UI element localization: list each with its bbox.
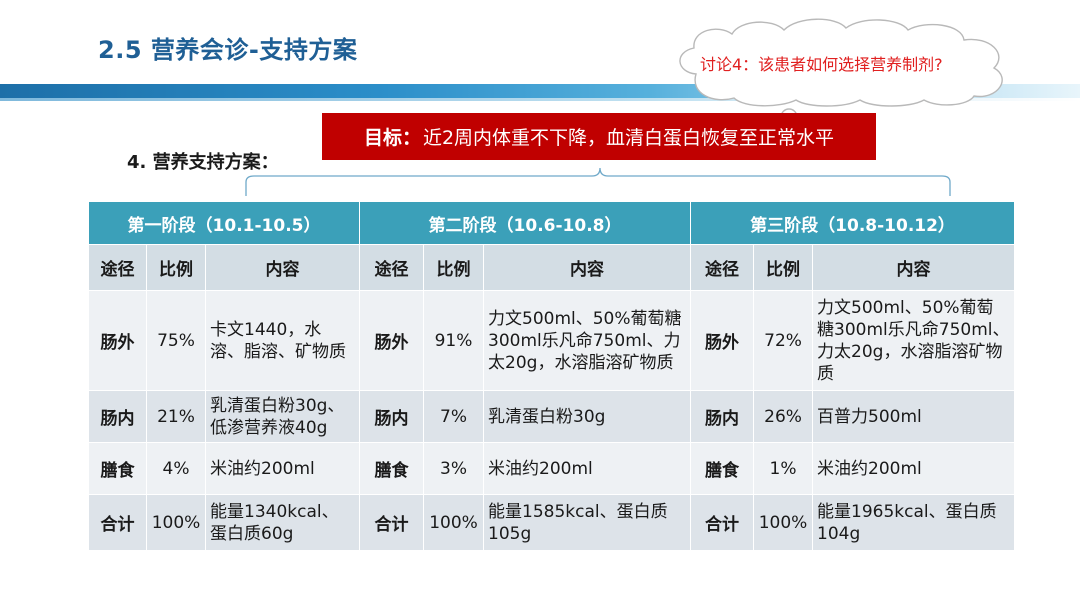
ratio-cell: 100% xyxy=(753,494,814,551)
goal-label: 目标： xyxy=(363,127,421,149)
content-cell: 米油约200ml xyxy=(812,442,1016,495)
col-ratio: 比例 xyxy=(423,244,485,291)
ratio-cell: 1% xyxy=(753,442,814,495)
content-cell: 卡文1440，水溶、脂溶、矿物质 xyxy=(204,290,361,391)
route-cell: 合计 xyxy=(88,494,147,551)
ratio-cell: 91% xyxy=(423,290,485,391)
content-cell: 百普力500ml xyxy=(812,390,1016,443)
content-cell: 能量1340kcal、蛋白质60g xyxy=(204,494,361,551)
section-label: 4. 营养支持方案： xyxy=(127,152,279,173)
route-cell: 膳食 xyxy=(88,442,147,495)
route-cell: 肠内 xyxy=(88,390,147,443)
phase-1-header: 第一阶段（10.1-10.5） xyxy=(87,201,361,245)
route-cell: 肠内 xyxy=(359,390,425,443)
ratio-cell: 7% xyxy=(423,390,485,443)
col-content: 内容 xyxy=(483,244,692,291)
content-cell: 米油约200ml xyxy=(483,442,692,495)
phase-3-header: 第三阶段（10.8-10.12） xyxy=(690,201,1016,245)
route-cell: 合计 xyxy=(690,494,755,551)
discussion-question: 讨论4：该患者如何选择营养制剂? xyxy=(700,55,943,74)
content-cell: 乳清蛋白粉30g xyxy=(483,390,692,443)
ratio-cell: 3% xyxy=(423,442,485,495)
content-cell: 米油约200ml xyxy=(204,442,361,495)
table-row: 膳食 4% 米油约200ml 膳食 3% 米油约200ml 膳食 1% 米油约2… xyxy=(88,442,1016,495)
table-row: 肠内 21% 乳清蛋白粉30g、低渗营养液40g 肠内 7% 乳清蛋白粉30g … xyxy=(88,390,1016,443)
route-cell: 肠外 xyxy=(359,290,425,391)
col-content: 内容 xyxy=(204,244,361,291)
content-cell: 乳清蛋白粉30g、低渗营养液40g xyxy=(204,390,361,443)
route-cell: 膳食 xyxy=(690,442,755,495)
route-cell: 肠内 xyxy=(690,390,755,443)
col-route: 途径 xyxy=(88,244,147,291)
content-cell: 能量1965kcal、蛋白质104g xyxy=(812,494,1016,551)
table-row: 合计 100% 能量1340kcal、蛋白质60g 合计 100% 能量1585… xyxy=(88,494,1016,551)
phase-2-header: 第二阶段（10.6-10.8） xyxy=(359,201,692,245)
ratio-cell: 72% xyxy=(753,290,814,391)
content-cell: 力文500ml、50%葡萄糖300ml乐凡命750ml、力太20g，水溶脂溶矿物… xyxy=(812,290,1016,391)
route-cell: 肠外 xyxy=(690,290,755,391)
column-header-row: 途径 比例 内容 途径 比例 内容 途径 比例 内容 xyxy=(88,244,1016,291)
route-cell: 肠外 xyxy=(88,290,147,391)
goal-banner: 目标： 近2周内体重不下降，血清白蛋白恢复至正常水平 xyxy=(322,113,876,160)
ratio-cell: 21% xyxy=(146,390,206,443)
table-row: 肠外 75% 卡文1440，水溶、脂溶、矿物质 肠外 91% 力文500ml、5… xyxy=(88,290,1016,391)
col-route: 途径 xyxy=(690,244,755,291)
phase-header-row: 第一阶段（10.1-10.5） 第二阶段（10.6-10.8） 第三阶段（10.… xyxy=(87,201,1016,245)
goal-text: 近2周内体重不下降，血清白蛋白恢复至正常水平 xyxy=(422,127,835,149)
cloud-shape xyxy=(679,18,1003,107)
content-cell: 能量1585kcal、蛋白质105g xyxy=(483,494,692,551)
slide-title: 2.5 营养会诊-支持方案 xyxy=(98,36,358,64)
nutrition-plan-table: 第一阶段（10.1-10.5） 第二阶段（10.6-10.8） 第三阶段（10.… xyxy=(87,201,1016,551)
content-cell: 力文500ml、50%葡萄糖300ml乐凡命750ml、力太20g，水溶脂溶矿物… xyxy=(483,290,692,391)
col-route: 途径 xyxy=(359,244,425,291)
header-band-line xyxy=(0,98,1080,101)
ratio-cell: 75% xyxy=(146,290,206,391)
ratio-cell: 100% xyxy=(146,494,206,551)
route-cell: 膳食 xyxy=(359,442,425,495)
ratio-cell: 26% xyxy=(753,390,814,443)
col-ratio: 比例 xyxy=(753,244,814,291)
col-content: 内容 xyxy=(812,244,1016,291)
goal-brace xyxy=(245,167,951,196)
ratio-cell: 100% xyxy=(423,494,485,551)
ratio-cell: 4% xyxy=(146,442,206,495)
route-cell: 合计 xyxy=(359,494,425,551)
col-ratio: 比例 xyxy=(146,244,206,291)
